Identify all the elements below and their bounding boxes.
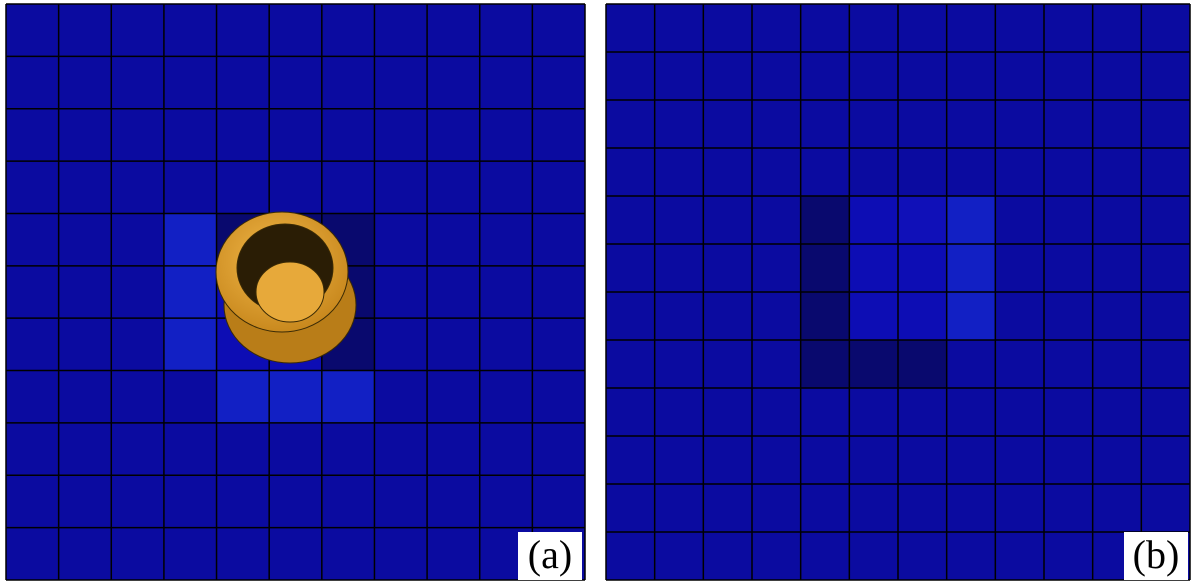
- cell: [322, 371, 375, 423]
- cell: [849, 244, 898, 292]
- figure: (a) (b): [0, 0, 1192, 584]
- cell: [947, 244, 996, 292]
- cell: [849, 340, 898, 388]
- cell: [947, 196, 996, 244]
- cell: [898, 196, 947, 244]
- cell: [801, 292, 850, 340]
- cell: [849, 292, 898, 340]
- panel-label: (b): [1133, 532, 1180, 577]
- cell: [849, 196, 898, 244]
- cell: [801, 196, 850, 244]
- cell: [164, 266, 217, 318]
- panel-b: [606, 4, 1190, 580]
- cell: [898, 292, 947, 340]
- cell: [217, 371, 270, 423]
- cell: [801, 340, 850, 388]
- cell: [164, 213, 217, 265]
- panel-label: (a): [528, 532, 572, 577]
- cell: [898, 340, 947, 388]
- cell: [164, 318, 217, 370]
- cell: [947, 292, 996, 340]
- cell: [269, 371, 322, 423]
- cell: [801, 244, 850, 292]
- cell: [898, 244, 947, 292]
